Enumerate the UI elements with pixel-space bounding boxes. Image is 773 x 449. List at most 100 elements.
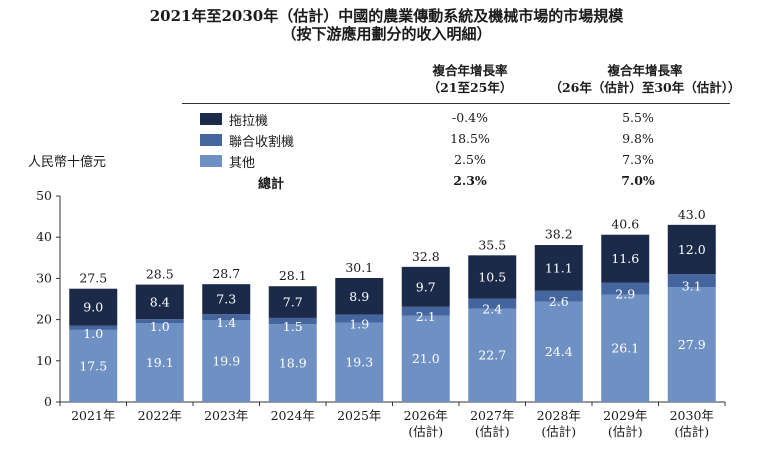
bar-segment bbox=[667, 287, 716, 402]
x-tick-label: (估計) bbox=[608, 424, 643, 439]
data-label: 19.3 bbox=[345, 355, 373, 370]
x-tick-label: 2029年 bbox=[603, 408, 647, 423]
cagr-a-total: 2.3% bbox=[453, 173, 487, 188]
data-label: 11.6 bbox=[611, 251, 639, 266]
x-tick-label: 2026年 bbox=[404, 408, 448, 423]
bar-segment bbox=[601, 282, 650, 295]
bar-segment bbox=[202, 284, 251, 315]
data-label: 2.1 bbox=[416, 309, 436, 324]
x-tick-label: 2021年 bbox=[71, 408, 115, 423]
cagr-a-tractor: -0.4% bbox=[452, 110, 488, 125]
data-label: 1.9 bbox=[349, 317, 369, 332]
data-label: 22.7 bbox=[478, 348, 506, 363]
total-label: 27.5 bbox=[79, 271, 107, 286]
data-label: 12.0 bbox=[678, 242, 706, 257]
data-label: 2.4 bbox=[482, 302, 502, 317]
data-label: 9.0 bbox=[83, 300, 103, 315]
legend-swatch bbox=[200, 113, 222, 125]
x-tick-label: 2028年 bbox=[537, 408, 581, 423]
total-label: 40.6 bbox=[611, 217, 639, 232]
header-divider bbox=[182, 103, 730, 104]
cagr-b-others: 7.3% bbox=[622, 152, 654, 167]
data-label: 19.9 bbox=[212, 354, 240, 369]
bar-segment bbox=[534, 245, 583, 291]
data-label: 1.0 bbox=[150, 319, 170, 334]
total-label: 38.2 bbox=[545, 227, 573, 242]
bar-segment bbox=[69, 325, 118, 330]
bar-segment bbox=[268, 324, 317, 402]
bar-segment bbox=[401, 266, 450, 307]
bar-segment bbox=[468, 308, 517, 402]
data-label: 1.4 bbox=[216, 315, 236, 330]
data-label: 8.9 bbox=[349, 289, 369, 304]
x-tick-label: (估計) bbox=[541, 424, 576, 439]
bar-segment bbox=[534, 301, 583, 402]
total-label: 35.5 bbox=[478, 238, 506, 253]
data-label: 8.4 bbox=[150, 294, 170, 309]
y-tick-label: 30 bbox=[36, 270, 52, 285]
x-tick-label: 2022年 bbox=[138, 408, 182, 423]
data-label: 27.9 bbox=[678, 337, 706, 352]
bar-segment bbox=[335, 322, 384, 402]
total-label: 28.7 bbox=[212, 266, 240, 281]
total-label: 28.5 bbox=[146, 267, 174, 282]
data-label: 11.1 bbox=[545, 260, 573, 275]
bar-segment bbox=[667, 274, 716, 288]
data-label: 19.1 bbox=[146, 355, 174, 370]
bar-segment bbox=[401, 315, 450, 402]
cagr-b-total: 7.0% bbox=[621, 173, 655, 188]
x-tick-label: (估計) bbox=[408, 424, 443, 439]
bar-segment bbox=[202, 320, 251, 402]
y-tick-label: 0 bbox=[44, 394, 52, 409]
data-label: 2.6 bbox=[549, 294, 569, 309]
data-label: 9.7 bbox=[416, 279, 436, 294]
y-axis-unit-label: 人民幣十億元 bbox=[28, 155, 107, 170]
bar-segment bbox=[667, 224, 716, 275]
y-tick-label: 40 bbox=[36, 229, 52, 244]
data-label: 21.0 bbox=[412, 351, 440, 366]
x-tick-label: 2024年 bbox=[271, 408, 315, 423]
data-label: 17.5 bbox=[79, 358, 107, 373]
x-tick-label: (估計) bbox=[475, 424, 510, 439]
bar-segment bbox=[69, 329, 118, 402]
total-label: 總計 bbox=[258, 177, 285, 192]
data-label: 7.3 bbox=[216, 292, 236, 307]
bar-segment bbox=[534, 290, 583, 302]
data-label: 1.5 bbox=[283, 319, 303, 334]
legend-swatch bbox=[200, 134, 222, 146]
total-label: 43.0 bbox=[678, 207, 706, 222]
data-label: 2.9 bbox=[615, 286, 635, 301]
bar-segment bbox=[401, 306, 450, 316]
cagr-b-tractor: 5.5% bbox=[622, 110, 654, 125]
data-label: 10.5 bbox=[478, 269, 506, 284]
bar-segment bbox=[135, 323, 184, 402]
legend-swatch bbox=[200, 155, 222, 167]
total-label: 28.1 bbox=[279, 268, 307, 283]
data-label: 26.1 bbox=[611, 341, 639, 356]
data-label: 18.9 bbox=[279, 356, 307, 371]
data-label: 3.1 bbox=[682, 279, 702, 294]
bar-segment bbox=[468, 298, 517, 309]
cagr-a-combine: 18.5% bbox=[450, 131, 490, 146]
x-tick-label: 2025年 bbox=[337, 408, 381, 423]
bar-segment bbox=[601, 294, 650, 402]
bar-segment bbox=[268, 286, 317, 318]
cagr-a-others: 2.5% bbox=[454, 152, 486, 167]
data-label: 24.4 bbox=[545, 344, 573, 359]
chart-title: 2021年至2030年（估計）中國的農業傳動系統及機械市場的市場規模 bbox=[149, 7, 624, 25]
y-tick-label: 20 bbox=[36, 312, 52, 327]
total-label: 30.1 bbox=[345, 260, 373, 275]
bar-segment bbox=[135, 319, 184, 324]
bar-segment bbox=[468, 255, 517, 299]
bar-segment bbox=[268, 317, 317, 325]
x-tick-label: (估計) bbox=[674, 424, 709, 439]
y-tick-label: 50 bbox=[36, 188, 52, 203]
data-label: 1.0 bbox=[83, 326, 103, 341]
total-label: 32.8 bbox=[412, 249, 440, 264]
x-tick-label: 2030年 bbox=[670, 408, 714, 423]
bar-segment bbox=[601, 234, 650, 283]
bar-segment bbox=[335, 314, 384, 323]
bar-segment bbox=[335, 277, 384, 315]
cagr-b-combine: 9.8% bbox=[622, 131, 654, 146]
